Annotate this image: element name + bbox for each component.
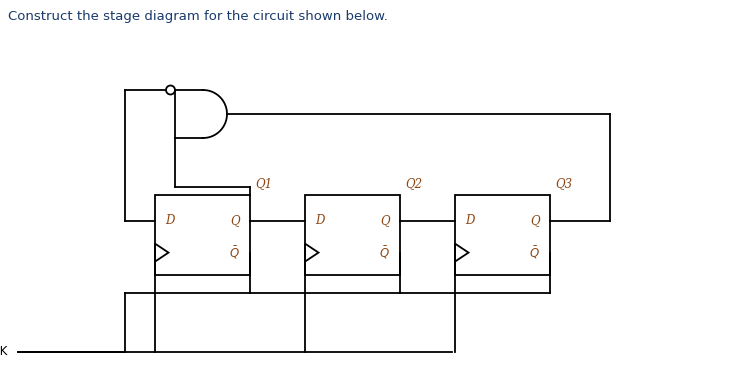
Text: Q3: Q3 xyxy=(555,177,572,190)
Text: Q1: Q1 xyxy=(255,177,272,190)
Bar xyxy=(155,195,250,275)
Text: Construct the stage diagram for the circuit shown below.: Construct the stage diagram for the circ… xyxy=(8,10,388,23)
Text: Q: Q xyxy=(531,214,540,227)
Text: Q: Q xyxy=(381,214,390,227)
Text: Q: Q xyxy=(231,214,240,227)
Text: D: D xyxy=(165,214,174,227)
Text: CLK: CLK xyxy=(0,345,8,358)
Text: D: D xyxy=(315,214,324,227)
Bar xyxy=(305,195,400,275)
Text: $\bar{Q}$: $\bar{Q}$ xyxy=(529,244,540,261)
Bar xyxy=(455,195,550,275)
Text: $\bar{Q}$: $\bar{Q}$ xyxy=(229,244,240,261)
Text: D: D xyxy=(465,214,474,227)
Text: $\bar{Q}$: $\bar{Q}$ xyxy=(379,244,390,261)
Text: Q2: Q2 xyxy=(405,177,422,190)
